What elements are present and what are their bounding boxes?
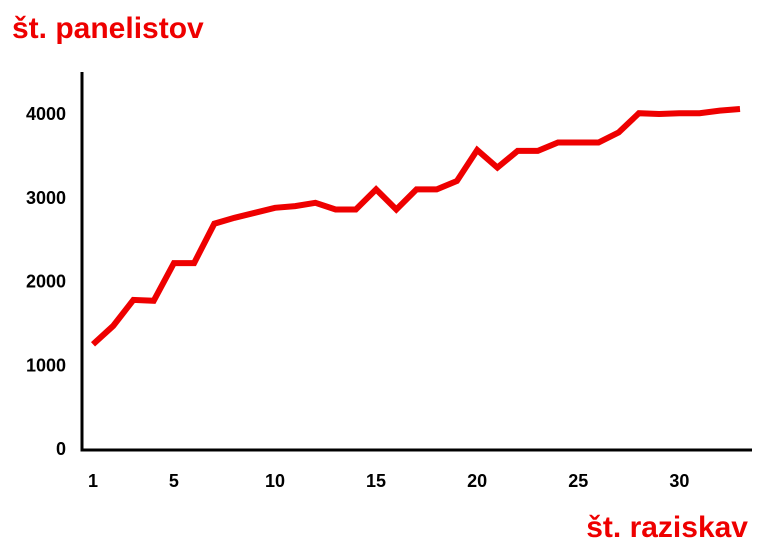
y-tick-label: 2000 <box>26 272 66 292</box>
x-tick-label: 20 <box>467 471 487 491</box>
x-tick-label: 25 <box>568 471 588 491</box>
x-tick-label: 30 <box>669 471 689 491</box>
series-line <box>90 106 741 347</box>
x-tick-label: 5 <box>169 471 179 491</box>
x-axis-title: št. raziskav <box>586 511 748 544</box>
y-tick-label: 0 <box>56 439 66 459</box>
y-tick-label: 1000 <box>26 355 66 375</box>
x-tick-label: 15 <box>366 471 386 491</box>
y-tick-label: 3000 <box>26 188 66 208</box>
x-tick-label: 1 <box>88 471 98 491</box>
x-tick-label: 10 <box>265 471 285 491</box>
y-tick-label: 4000 <box>26 104 66 124</box>
y-axis-title: št. panelistov <box>12 12 204 45</box>
